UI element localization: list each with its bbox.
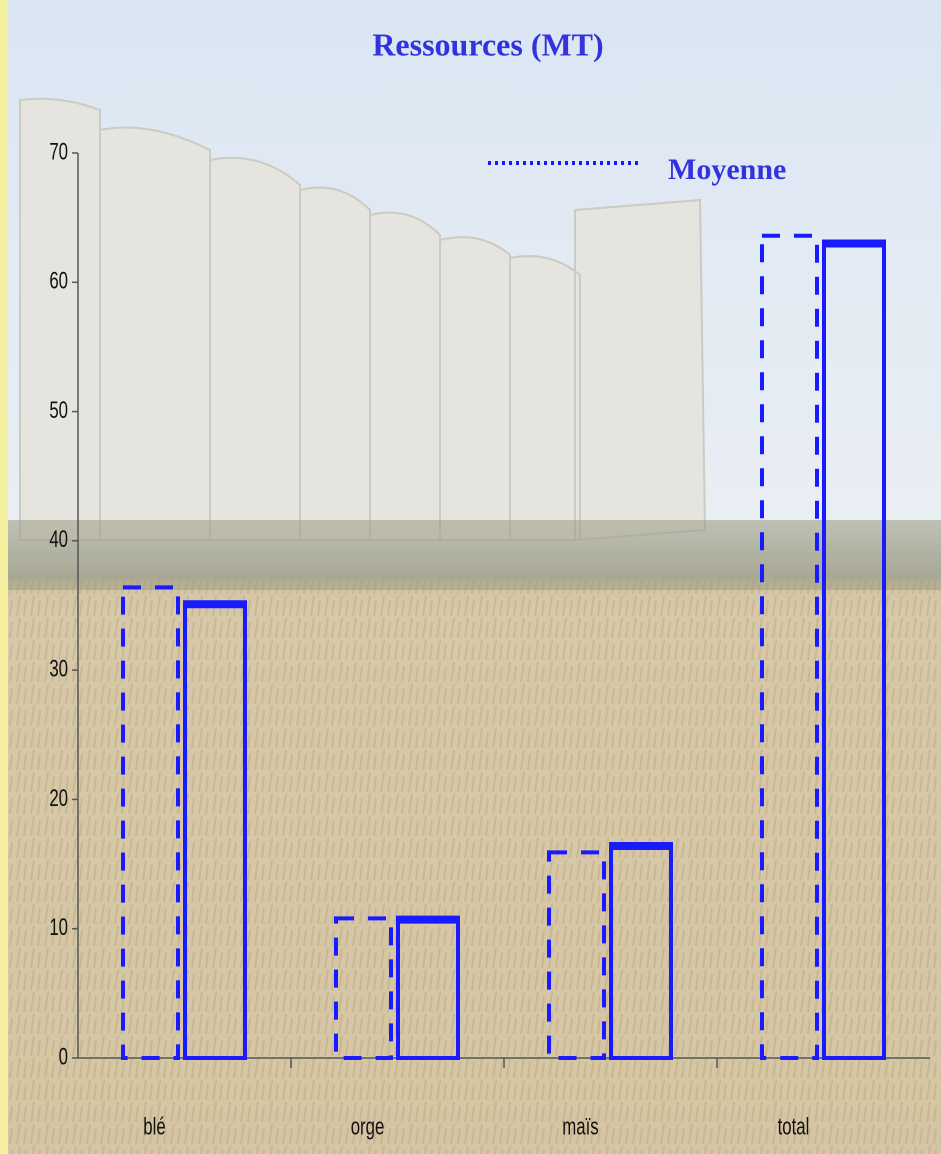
x-tick-label: orge [351,1113,385,1140]
chart: Ressources (MT) Moyenne 0 10 20 30 40 50 60 70 b… [0,0,941,1154]
x-tick-label: maïs [562,1113,598,1140]
chart-title: Ressources (MT) [372,26,603,62]
y-tick-label: 20 [49,785,68,812]
x-tick-label: total [778,1113,810,1140]
page: Ressources (MT) Moyenne 0 10 20 30 40 50 60 70 b… [0,0,941,1154]
y-tick-label: 50 [49,397,68,424]
y-tick-label: 0 [59,1043,68,1070]
y-tick-label: 10 [49,914,68,941]
y-tick-label: 60 [49,268,68,295]
x-tick-label: blé [143,1113,165,1140]
legend-label: Moyenne [668,153,786,186]
background [0,0,941,1154]
y-tick-label: 70 [49,138,68,165]
y-tick-label: 40 [49,526,68,553]
y-tick-label: 30 [49,656,68,683]
